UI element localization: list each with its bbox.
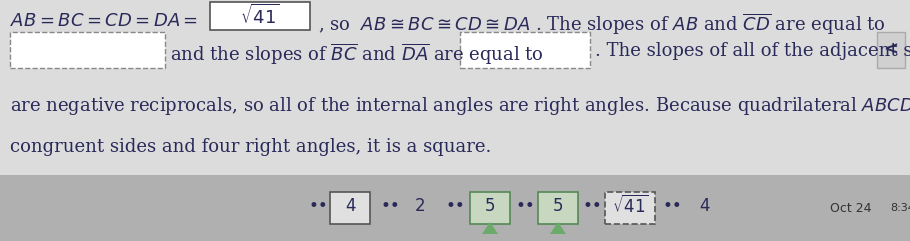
Text: ••: •• (515, 197, 535, 215)
Text: and the slopes of $\overline{BC}$ and $\overline{DA}$ are equal to: and the slopes of $\overline{BC}$ and $\… (170, 42, 544, 67)
Text: congruent sides and four right angles, it is a square.: congruent sides and four right angles, i… (10, 138, 491, 156)
Text: 5: 5 (485, 197, 495, 215)
Bar (470, 192, 510, 224)
Bar (10, 32, 165, 68)
Text: , so  $AB \cong BC \cong CD \cong DA$ . The slopes of $AB$ and $\overline{CD}$ a: , so $AB \cong BC \cong CD \cong DA$ . T… (318, 12, 885, 37)
Text: ••: •• (662, 197, 682, 215)
Text: $AB = BC = CD = DA =$: $AB = BC = CD = DA =$ (10, 12, 198, 30)
Polygon shape (550, 222, 566, 234)
Text: Oct 24: Oct 24 (830, 201, 872, 214)
Text: . The slopes of all of the adjacent sides: . The slopes of all of the adjacent side… (595, 42, 910, 60)
Text: 4: 4 (345, 197, 355, 215)
Text: <: < (884, 41, 898, 59)
Bar (877, 32, 905, 68)
Text: are negative reciprocals, so all of the internal angles are right angles. Becaus: are negative reciprocals, so all of the … (10, 95, 910, 117)
Bar (538, 192, 578, 224)
Bar (0, 175, 910, 241)
Bar (460, 32, 590, 68)
Text: ••: •• (380, 197, 399, 215)
Polygon shape (482, 222, 498, 234)
Text: 5: 5 (552, 197, 563, 215)
Text: 4: 4 (700, 197, 710, 215)
Bar (605, 192, 655, 224)
Text: ••: •• (308, 197, 328, 215)
Text: ••: •• (582, 197, 602, 215)
Text: 2: 2 (415, 197, 425, 215)
Bar (210, 2, 310, 30)
Text: $\sqrt{41}$: $\sqrt{41}$ (612, 195, 649, 217)
Text: $\sqrt{41}$: $\sqrt{41}$ (240, 4, 280, 28)
Bar (330, 192, 370, 224)
Text: ••: •• (445, 197, 465, 215)
Text: 8:34: 8:34 (890, 203, 910, 213)
